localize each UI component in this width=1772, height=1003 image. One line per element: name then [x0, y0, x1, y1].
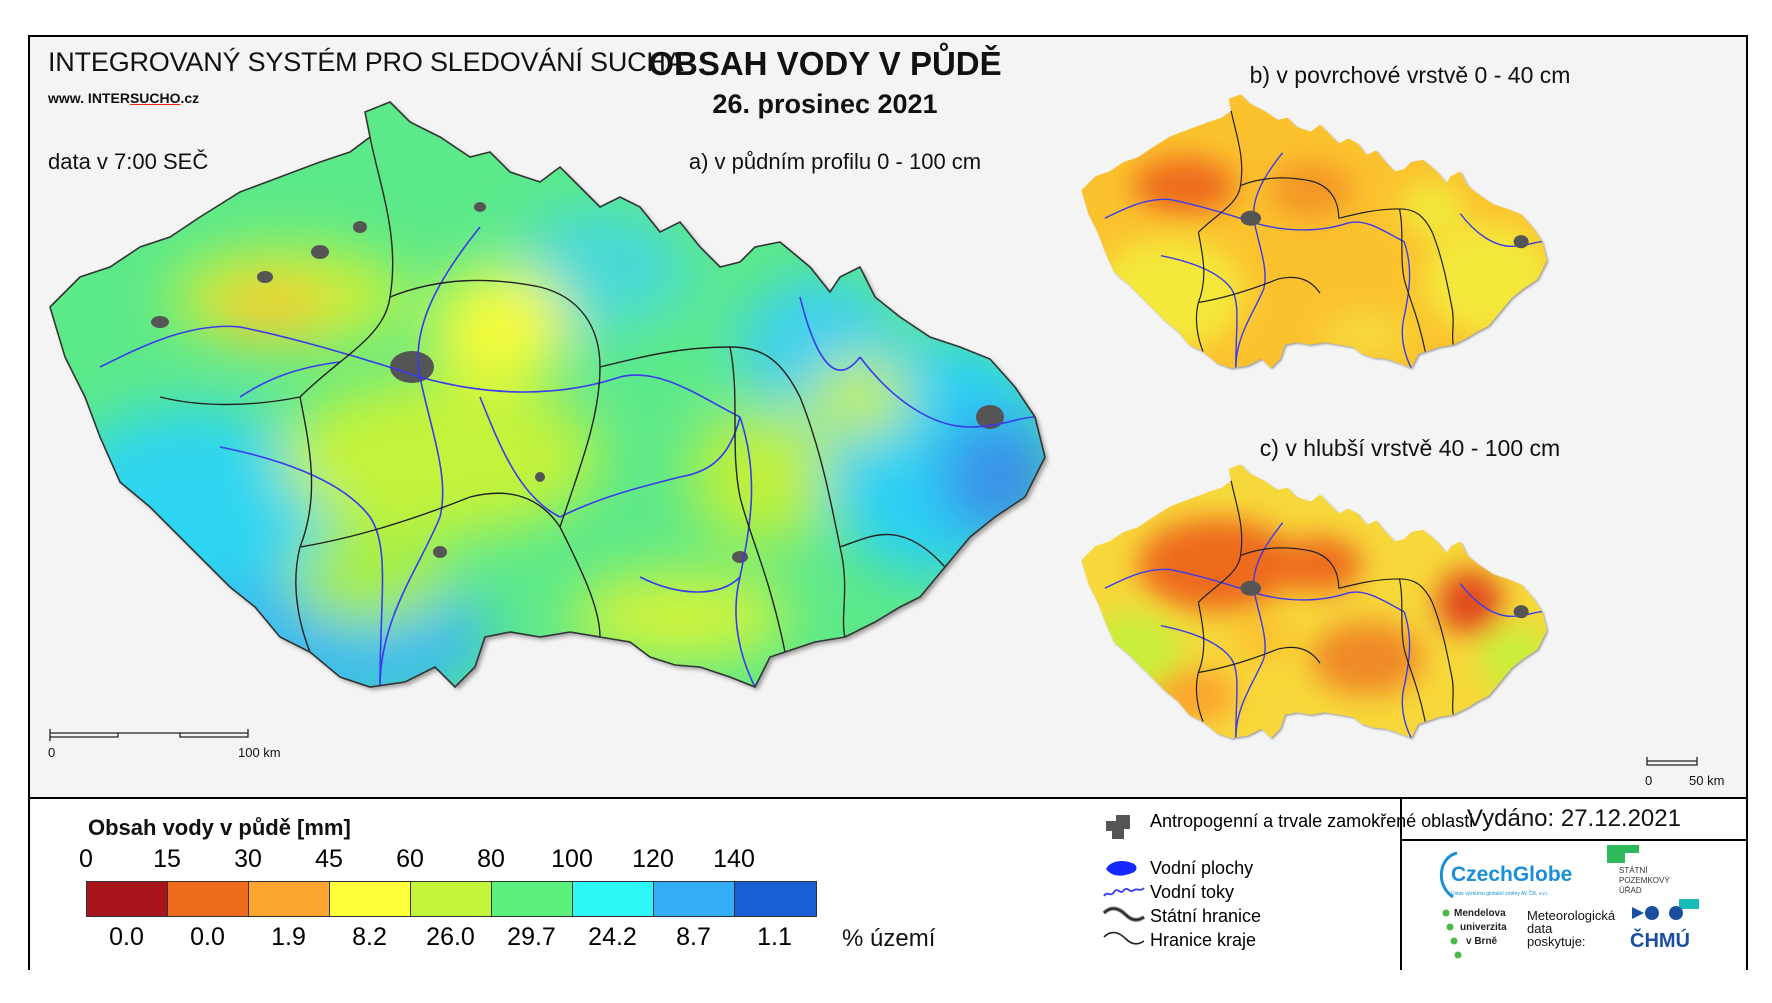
scale-bar-main: 0 100 km — [48, 729, 281, 760]
website-highlight: SUCHO — [129, 90, 181, 106]
issued-divider — [1402, 839, 1746, 841]
legend-water-streams: Vodní toky — [1150, 882, 1235, 902]
map-c — [1081, 464, 1547, 738]
legend-percentage: 0.0 — [109, 923, 144, 951]
map-a-title: a) v půdním profilu 0 - 100 cm — [688, 149, 982, 174]
scale-main-end: 100 km — [238, 745, 281, 760]
spu-line1: STÁTNÍ — [1619, 866, 1648, 875]
website-prefix: www. INTER — [48, 90, 130, 106]
legend-swatch — [330, 882, 411, 916]
water-body-icon — [1106, 861, 1137, 876]
legend-tick: 100 — [551, 845, 593, 873]
map-c-title: c) v hlubší vrstvě 40 - 100 cm — [1259, 435, 1561, 461]
scale-small-start: 0 — [1645, 773, 1652, 788]
spu-line3: ÚŘAD — [1619, 886, 1642, 895]
legend-swatch — [492, 882, 573, 916]
met-line3: poskytuje: — [1527, 934, 1586, 949]
legend-anthropogenic: Antropogenní a trvale zamokřené oblasti — [1150, 811, 1474, 831]
legend-panel: Obsah vody v půdě [mm] 0 15 30 45 60 80 100 120… — [30, 797, 1746, 970]
legend-percentages: 0.0 0.0 1.9 8.2 26.0 29.7 24.2 8.7 1.1 — [86, 923, 826, 953]
legend-percentage: 0.0 — [190, 923, 225, 951]
percent-unit: % území — [842, 925, 936, 952]
legend-percentage: 1.9 — [271, 923, 306, 951]
state-border-icon — [1102, 906, 1146, 922]
water-stream-icon — [1103, 887, 1145, 897]
divider — [1400, 799, 1402, 970]
legend-region-border: Hranice kraje — [1150, 930, 1257, 950]
mendel-line3: v Brně — [1466, 936, 1498, 947]
legend-tick: 120 — [632, 845, 674, 873]
website-link[interactable]: www. INTERSUCHO.cz — [48, 90, 199, 106]
met-line2: data — [1527, 921, 1553, 936]
map-b — [1081, 94, 1547, 368]
legend-percentage: 8.2 — [352, 923, 387, 951]
legend-water-bodies: Vodní plochy — [1150, 858, 1254, 878]
legend-tick: 80 — [477, 845, 505, 873]
legend-color-bar — [86, 881, 817, 917]
legend-ticks: 0 15 30 45 60 80 100 120 140 — [79, 845, 806, 875]
legend-swatch — [573, 882, 654, 916]
map-frame: INTEGROVANÝ SYSTÉM PRO SLEDOVÁNÍ SUCHA w… — [28, 35, 1748, 970]
map-b-title: b) v povrchové vrstvě 0 - 40 cm — [1249, 62, 1571, 88]
anthropogenic-area-icon — [1106, 815, 1130, 839]
legend-swatch — [249, 882, 330, 916]
legend-percentage: 1.1 — [757, 923, 792, 951]
legend-percentage: 26.0 — [426, 923, 475, 951]
scale-small-end: 50 km — [1689, 773, 1724, 788]
legend-swatch — [411, 882, 492, 916]
legend-tick: 140 — [713, 845, 755, 873]
legend-tick: 45 — [315, 845, 343, 873]
legend-swatch — [168, 882, 249, 916]
legend-swatch — [735, 882, 816, 916]
legend-state-border: Státní hranice — [1150, 906, 1262, 926]
main-date: 26. prosinec 2021 — [712, 89, 938, 119]
legend-swatch — [87, 882, 168, 916]
map-a — [49, 101, 1046, 689]
website-suffix: .cz — [180, 90, 200, 106]
data-time: data v 7:00 SEČ — [48, 149, 209, 174]
legend-tick: 0 — [79, 845, 93, 873]
czechglobe-name: CzechGlobe — [1451, 863, 1572, 886]
met-line1: Meteorologická — [1527, 908, 1616, 923]
legend-percentage: 8.7 — [676, 923, 711, 951]
legend-percentage: 24.2 — [588, 923, 637, 951]
scale-bar-small: 0 50 km — [1645, 757, 1724, 788]
scale-main-start: 0 — [48, 745, 55, 760]
legend-tick: 30 — [234, 845, 262, 873]
mendel-university-logo: Mendelova univerzita v Brně — [1442, 908, 1507, 959]
system-title: INTEGROVANÝ SYSTÉM PRO SLEDOVÁNÍ SUCHA — [48, 47, 684, 77]
legend-tick: 60 — [396, 845, 424, 873]
czechglobe-logo: CzechGlobe Ústav výzkumu globální změny … — [1439, 851, 1572, 899]
legend-swatch — [654, 882, 735, 916]
legend-tick: 15 — [153, 845, 181, 873]
issued-date: Vydáno: 27.12.2021 — [1467, 805, 1681, 832]
spu-logo: STÁTNÍ POZEMKOVÝ ÚŘAD — [1607, 845, 1699, 909]
chmu-logo: ČHMÚ — [1630, 906, 1690, 952]
chmu-name: ČHMÚ — [1630, 928, 1690, 952]
map-area: INTEGROVANÝ SYSTÉM PRO SLEDOVÁNÍ SUCHA w… — [30, 37, 1746, 797]
czechglobe-subtitle: Ústav výzkumu globální změny AV ČR, v.v.… — [1451, 890, 1548, 897]
mendel-line2: univerzita — [1460, 922, 1507, 933]
spu-line2: POZEMKOVÝ — [1619, 876, 1670, 885]
region-border-icon — [1103, 931, 1145, 945]
main-title: OBSAH VODY V PŮDĚ — [648, 45, 1002, 82]
mendel-line1: Mendelova — [1454, 908, 1506, 919]
legend-percentage: 29.7 — [507, 923, 556, 951]
legend-title: Obsah vody v půdě [mm] — [88, 815, 351, 840]
